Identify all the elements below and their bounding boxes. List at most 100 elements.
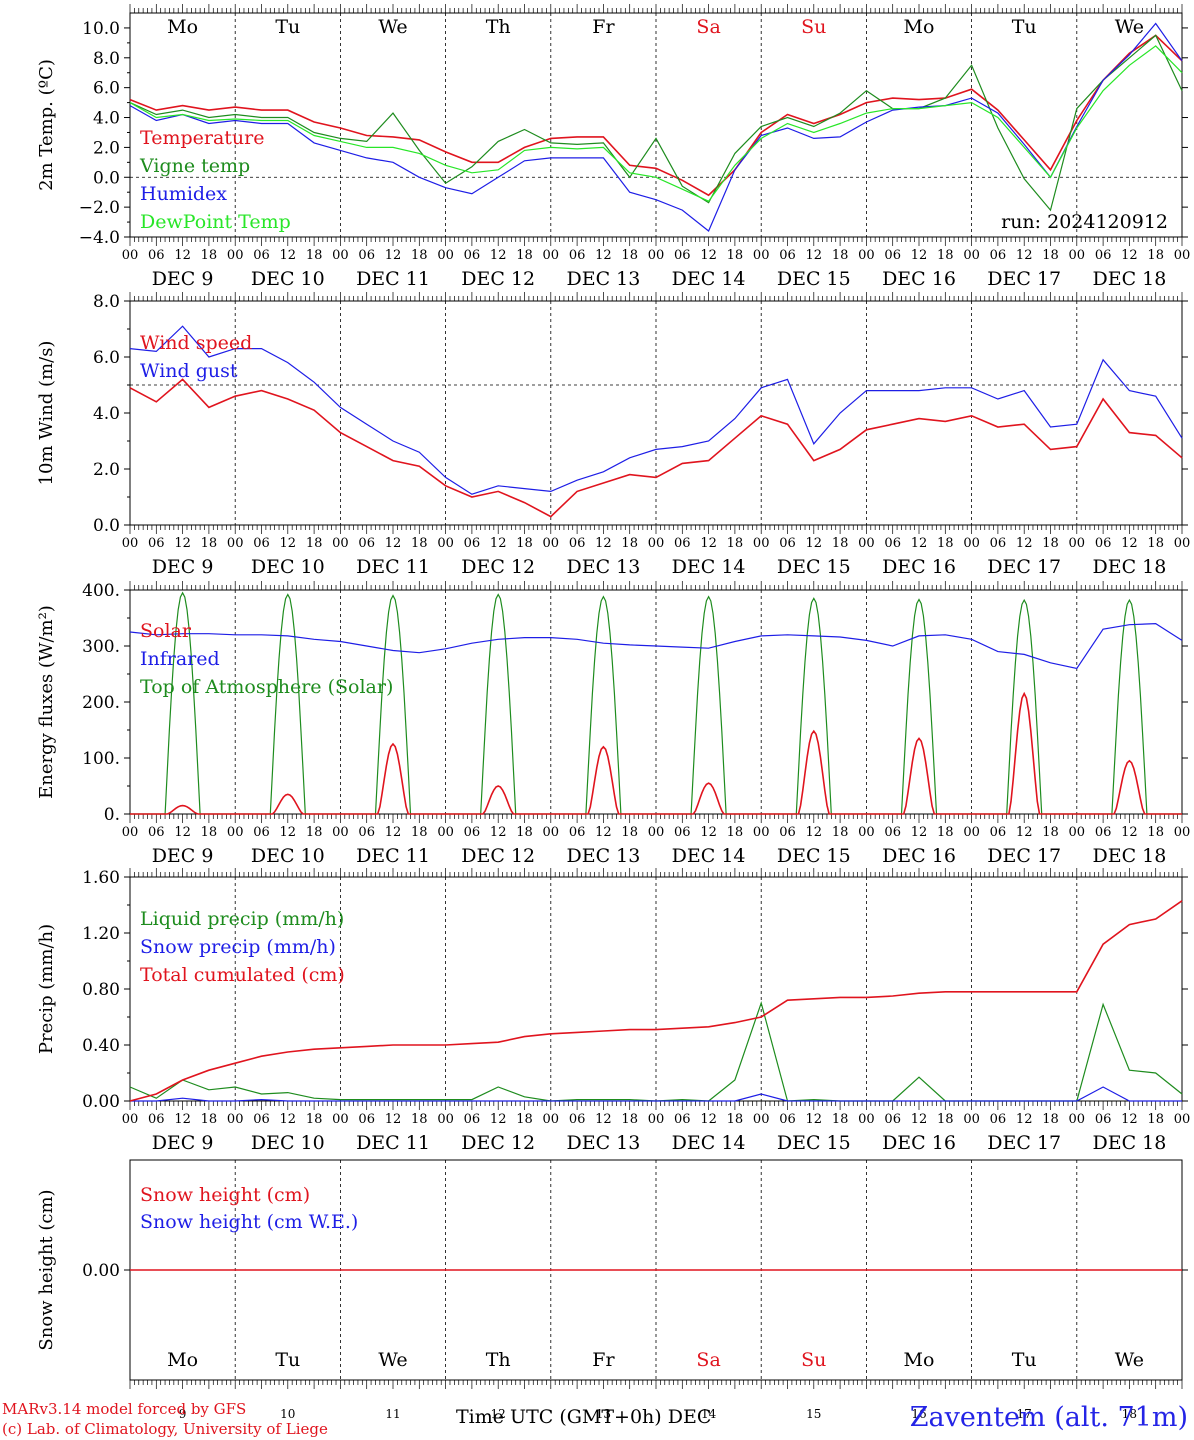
y-tick-label: 4.0 — [93, 109, 120, 129]
hour-tick-label: 06 — [464, 536, 481, 551]
hour-tick-label: 12 — [385, 1112, 402, 1127]
hour-tick-label: 12 — [490, 248, 507, 263]
hour-tick-label: 12 — [911, 825, 928, 840]
plot-frame — [129, 589, 1183, 815]
legend-entry: Liquid precip (mm/h) — [140, 908, 344, 930]
hour-tick-label: 00 — [122, 1112, 139, 1127]
hour-tick-label: 12 — [280, 536, 297, 551]
date-label: DEC 12 — [461, 845, 535, 867]
y-axis-label: 2m Temp. (ºC) — [36, 59, 57, 191]
weekday-label: Fr — [592, 16, 615, 38]
y-tick-label: 8.0 — [93, 49, 120, 69]
weekday-label: We — [1115, 16, 1144, 38]
date-label: DEC 10 — [251, 845, 325, 867]
y-tick-label: 0.0 — [93, 168, 120, 188]
date-label: DEC 15 — [777, 268, 851, 290]
y-axis-label: 10m Wind (m/s) — [36, 341, 57, 486]
legend-entry: Snow height (cm) — [140, 1184, 310, 1206]
legend-entry: Humidex — [140, 183, 227, 205]
hour-tick-label: 06 — [674, 248, 691, 263]
date-label: DEC 17 — [987, 845, 1061, 867]
y-axis-label: Energy fluxes (W/m²) — [36, 605, 57, 799]
date-label: DEC 17 — [987, 1132, 1061, 1154]
hour-tick-label: 18 — [937, 536, 954, 551]
date-label: DEC 16 — [882, 268, 956, 290]
hour-tick-label: 18 — [411, 825, 428, 840]
legend-entry: Snow precip (mm/h) — [140, 936, 336, 958]
date-label: DEC 15 — [777, 845, 851, 867]
y-tick-label: 100. — [82, 749, 120, 769]
hour-tick-label: 12 — [490, 825, 507, 840]
date-label: DEC 11 — [356, 1132, 430, 1154]
hour-tick-label: 06 — [674, 536, 691, 551]
hour-tick-label: 06 — [990, 248, 1007, 263]
hour-tick-label: 12 — [490, 1112, 507, 1127]
date-label: DEC 11 — [356, 556, 430, 578]
hour-tick-label: 18 — [1042, 1112, 1059, 1127]
hour-tick-label: 00 — [858, 1112, 875, 1127]
date-label: DEC 13 — [566, 1132, 640, 1154]
day-number: 11 — [385, 1407, 400, 1421]
y-tick-label: 6.0 — [93, 348, 120, 368]
y-axis-label: Precip (mm/h) — [36, 924, 57, 1054]
hour-tick-label: 00 — [332, 825, 349, 840]
date-label: DEC 11 — [356, 268, 430, 290]
hour-tick-label: 00 — [753, 1112, 770, 1127]
series-line — [129, 45, 1183, 202]
plot-frame — [129, 300, 1183, 526]
weekday-label: Mo — [904, 1349, 935, 1371]
hour-tick-label: 06 — [1095, 825, 1112, 840]
hour-tick-label: 06 — [674, 825, 691, 840]
hour-tick-label: 06 — [358, 248, 375, 263]
hour-tick-label: 12 — [1121, 1112, 1138, 1127]
hour-tick-label: 18 — [727, 248, 744, 263]
hour-tick-label: 18 — [411, 248, 428, 263]
hour-tick-label: 18 — [832, 825, 849, 840]
y-tick-label: 0.00 — [82, 1092, 120, 1112]
hour-tick-label: 00 — [963, 825, 980, 840]
hour-tick-label: 18 — [411, 1112, 428, 1127]
hour-tick-label: 18 — [201, 1112, 218, 1127]
hour-tick-label: 18 — [516, 536, 533, 551]
hour-tick-label: 12 — [385, 825, 402, 840]
hour-tick-label: 18 — [621, 536, 638, 551]
day-number: 10 — [280, 1407, 295, 1421]
hour-tick-label: 12 — [174, 536, 191, 551]
hour-tick-label: 00 — [227, 825, 244, 840]
series-line-toa-solar — [130, 591, 1182, 815]
panel-5: 0.00 Snow height (cm) 9 10 11 12 13 14 15 16 17 18 M… — [36, 1159, 1188, 1421]
date-label: DEC 9 — [152, 1132, 214, 1154]
day-number: 9 — [179, 1407, 187, 1421]
hour-tick-label: 00 — [332, 536, 349, 551]
hour-tick-label: 00 — [122, 825, 139, 840]
day-number: 17 — [1017, 1407, 1032, 1421]
hour-tick-label: 18 — [937, 1112, 954, 1127]
date-label: DEC 13 — [566, 268, 640, 290]
series-line — [129, 325, 1183, 495]
hour-tick-label: 06 — [148, 536, 165, 551]
hour-tick-label: 00 — [1174, 825, 1191, 840]
hour-tick-label: 18 — [1042, 536, 1059, 551]
hour-tick-label: 06 — [779, 248, 796, 263]
weekday-label: We — [378, 1349, 407, 1371]
y-tick-label: 1.20 — [82, 924, 120, 944]
hour-tick-label: 06 — [148, 1112, 165, 1127]
hour-tick-label: 06 — [358, 536, 375, 551]
weekday-label: Th — [486, 16, 511, 38]
hour-tick-label: 00 — [437, 536, 454, 551]
hour-tick-label: 00 — [122, 536, 139, 551]
legend-entry: DewPoint Temp — [140, 211, 291, 233]
hour-tick-label: 06 — [884, 536, 901, 551]
hour-tick-label: 12 — [1016, 536, 1033, 551]
legend-entry: Wind gust — [140, 360, 238, 382]
hour-tick-label: 06 — [779, 536, 796, 551]
y-tick-label: 0.80 — [82, 980, 120, 1000]
weekday-label: Su — [801, 16, 826, 38]
hour-tick-label: 00 — [1069, 825, 1086, 840]
hour-tick-label: 00 — [437, 1112, 454, 1127]
y-tick-label: 6.0 — [93, 79, 120, 99]
hour-tick-label: 12 — [911, 536, 928, 551]
date-label: DEC 13 — [566, 556, 640, 578]
